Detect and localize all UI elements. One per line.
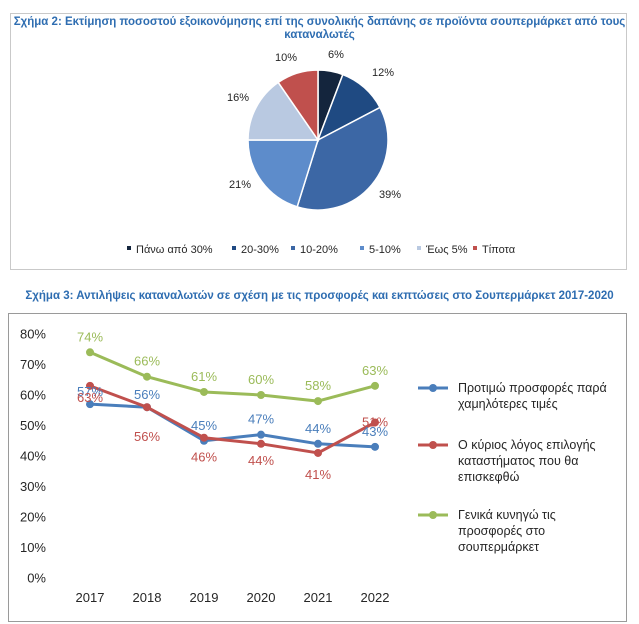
pie-chart-title: Σχήμα 2: Εκτίμηση ποσοστού εξοικονόμησης…	[13, 16, 626, 41]
line-chart-title: Σχήμα 3: Αντιλήψεις καταναλωτών σε σχέση…	[25, 290, 614, 302]
line-chart-panel	[8, 313, 627, 622]
pie-chart-panel	[10, 13, 627, 270]
